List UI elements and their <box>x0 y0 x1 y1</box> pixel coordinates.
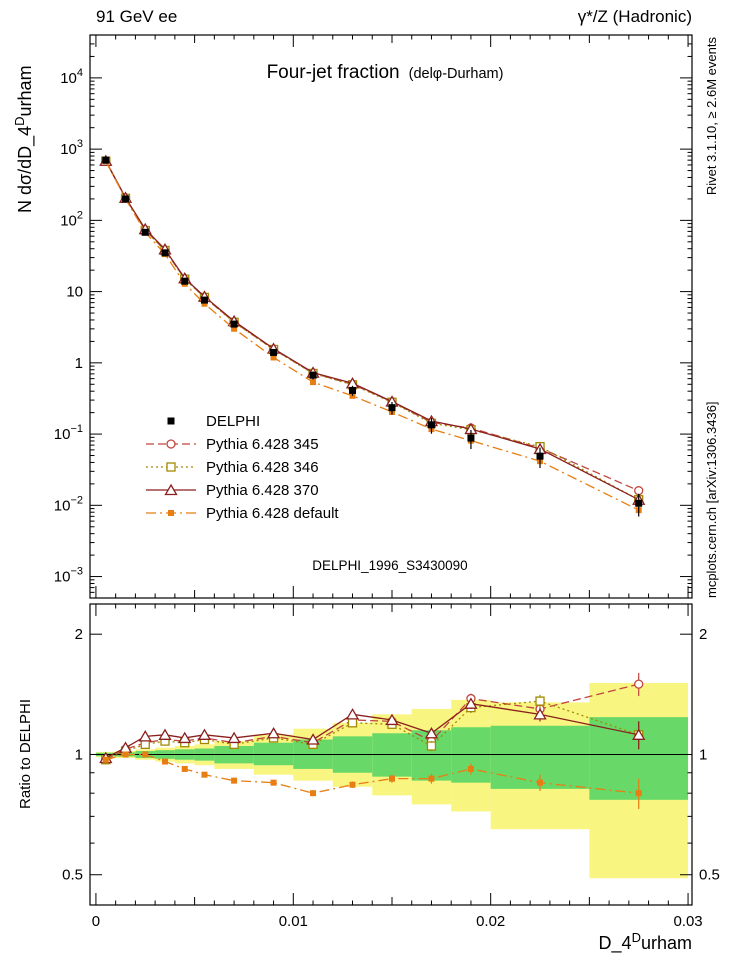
y-tick-label: 10 <box>66 284 83 301</box>
x-tick-label: 0.01 <box>279 913 308 930</box>
legend-item-3: Pythia 6.428 370 <box>146 482 319 499</box>
plot-title: Four-jet fraction (delφ-Durham) <box>267 62 504 83</box>
header-left: 91 GeV ee <box>96 7 177 26</box>
ratio-panel <box>90 672 692 810</box>
header-right: γ*/Z (Hadronic) <box>578 7 692 26</box>
plot-title-sub: (delφ-Durham) <box>409 66 504 82</box>
legend-item-4: Pythia 6.428 default <box>146 505 339 522</box>
ratio-tick-label: 2 <box>75 626 83 643</box>
y-tick-label: 10−2 <box>54 494 83 514</box>
y-tick-label: 10−3 <box>54 566 83 586</box>
y-tick-label: 1 <box>75 355 83 372</box>
legend: DELPHI Pythia 6.428 345 Pythia 6.428 346 Py… <box>146 413 339 522</box>
y-tick-label: 102 <box>60 209 83 229</box>
x-tick-label: 0 <box>92 913 100 930</box>
ratio-tick-label-right: 1 <box>699 746 707 763</box>
y-axis-title-sup: D <box>12 116 27 125</box>
series-main-pythia-346 <box>101 156 644 505</box>
x-axis-title: D_4Durham <box>599 930 692 954</box>
series-ratio-pythia-370 <box>99 697 646 764</box>
x-axis-title-sup: D <box>632 930 641 945</box>
ratio-tick-label-right: 0.5 <box>699 867 720 884</box>
y-axis-title: N dσ/dD_4Durham <box>12 65 36 213</box>
legend-item-0: DELPHI <box>167 413 260 430</box>
side-note-mcplots: mcplots.cern.ch [arXiv:1306.3436] <box>704 401 719 598</box>
legend-label: Pythia 6.428 370 <box>206 482 319 499</box>
series-delphi <box>102 156 643 517</box>
y-tick-label: 10−1 <box>54 423 83 443</box>
green-uncertainty-band <box>253 742 294 766</box>
legend-label: Pythia 6.428 346 <box>206 459 319 476</box>
legend-item-1: Pythia 6.428 345 <box>146 436 319 453</box>
x-tick-label: 0.02 <box>476 913 505 930</box>
plot-title-main: Four-jet fraction <box>267 62 400 83</box>
x-tick-label: 0.03 <box>673 913 702 930</box>
main-panel <box>99 154 646 517</box>
series-ratio-pythia-default <box>102 751 642 810</box>
series-main-pythia-370 <box>99 154 646 505</box>
main-frame <box>89 34 693 599</box>
legend-item-2: Pythia 6.428 346 <box>146 459 319 476</box>
ratio-tick-label: 1 <box>75 746 83 763</box>
legend-label: Pythia 6.428 default <box>206 505 339 522</box>
y-tick-label: 104 <box>60 67 83 87</box>
ratio-tick-label: 0.5 <box>62 867 83 884</box>
ratio-tick-label-right: 2 <box>699 626 707 643</box>
y-tick-label: 103 <box>60 138 83 158</box>
watermark: DELPHI_1996_S3430090 <box>312 558 467 573</box>
side-note-rivet: Rivet 3.1.10, ≥ 2.6M events <box>704 37 719 196</box>
legend-label: DELPHI <box>206 413 260 430</box>
ratio-axis-title: Ratio to DELPHI <box>17 699 34 809</box>
legend-label: Pythia 6.428 345 <box>206 436 319 453</box>
